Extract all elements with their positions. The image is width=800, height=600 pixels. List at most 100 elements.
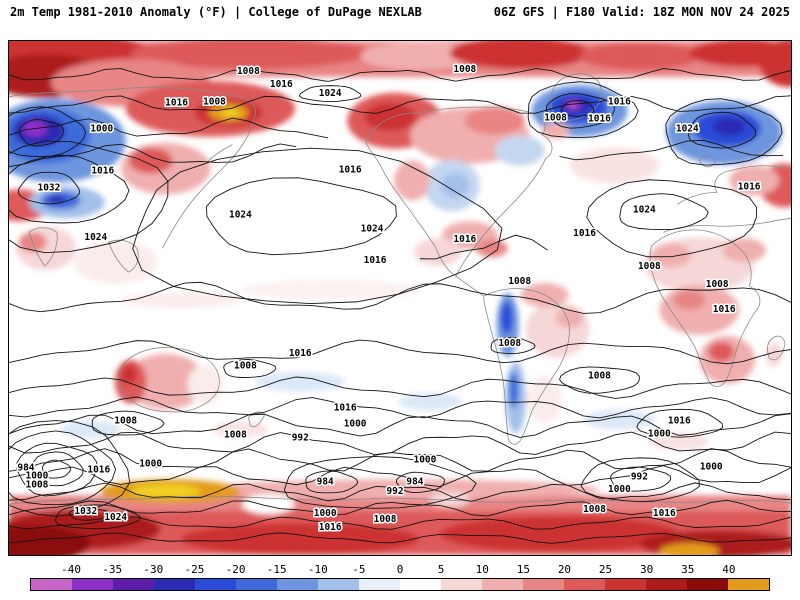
isobar-loop [560, 100, 595, 117]
coastline [247, 411, 265, 428]
isobar-loop [68, 507, 110, 521]
colorbar-segment [359, 579, 400, 590]
isobar-value-label: 1000 [139, 458, 162, 469]
coastline [206, 144, 233, 163]
isobar-loop [283, 456, 477, 509]
isobar-line [9, 431, 791, 456]
colorbar-segment [154, 579, 195, 590]
anomaly-patch [9, 526, 91, 555]
anomaly-patch [240, 280, 420, 300]
isobar-loop [206, 177, 397, 256]
isobar-loop [54, 504, 141, 530]
anomaly-patch [439, 516, 680, 553]
anomaly-patch [464, 106, 525, 135]
isobar-value-label: 984 [317, 476, 334, 487]
colorbar-tick-label: 25 [598, 563, 613, 576]
isobar-loop [223, 359, 277, 378]
isobar-value-label: 1024 [633, 204, 656, 215]
colorbar-tick-label: -20 [225, 563, 246, 576]
anomaly-patch [569, 147, 660, 184]
isobar-value-label: 1008 [638, 261, 661, 272]
colorbar-segment [72, 579, 113, 590]
isobar-loop [29, 451, 84, 487]
isobar-line [9, 516, 791, 530]
anomaly-patch [398, 392, 462, 411]
coastline [9, 495, 791, 505]
anomaly-patch [708, 341, 735, 362]
isobar-value-label: 1000 [414, 454, 437, 465]
colorbar-segment [523, 579, 564, 590]
colorbar-tick-label: 20 [557, 563, 572, 576]
anomaly-patch [47, 195, 66, 204]
colorbar-segment [195, 579, 236, 590]
colorbar-strip [30, 578, 770, 591]
isobar-value-label: 1008 [583, 504, 606, 515]
isobar-line [9, 413, 791, 438]
isobar-value-label: 1016 [608, 97, 631, 108]
colorbar-segment [277, 579, 318, 590]
isobar-loop [132, 147, 503, 305]
isobar-line [559, 139, 784, 161]
isobar-loop [19, 119, 64, 147]
anomaly-patch [659, 543, 720, 555]
isobar-line [9, 68, 791, 82]
colorbar-tick-label: -30 [143, 563, 164, 576]
anomaly-patch [73, 240, 158, 285]
colorbar-tick-label: 15 [516, 563, 530, 576]
anomaly-shading-layer [9, 41, 791, 555]
isobar-value-label: 1008 [224, 429, 247, 440]
isobar-line [9, 465, 791, 488]
coastline [698, 155, 716, 168]
isobar-value-label: 1000 [700, 461, 723, 472]
isobar-loop [586, 179, 757, 258]
isobar-value-label: 984 [17, 462, 34, 473]
isobar-value-label: 992 [386, 486, 403, 497]
isobar-value-label: 1016 [738, 181, 761, 192]
isobar-loop [527, 81, 639, 138]
coastline [117, 347, 220, 413]
colorbar-segment [441, 579, 482, 590]
anomaly-patch [713, 117, 746, 136]
world-temperature-anomaly-map: 1008 1016 1024 1008 1016 1008 1016 1008 1000 1016… [9, 41, 791, 555]
isobar-value-label: 1016 [165, 98, 188, 109]
coastline [663, 217, 791, 233]
isobar-value-label: 1032 [38, 182, 61, 193]
isobar-value-label: 1008 [203, 97, 226, 108]
isobar-loop [42, 459, 72, 479]
isobar-line [9, 448, 791, 472]
anomaly-patch [364, 102, 416, 131]
isobar-line [9, 396, 791, 419]
isobar-loop [9, 106, 87, 157]
coastline [649, 229, 761, 387]
colorbar-tick-label: -25 [184, 563, 205, 576]
colorbar-segment [318, 579, 359, 590]
coastline [365, 106, 553, 277]
colorbar-tick-labels: -40 -35 -30 -25 -20 -15 -10 -5 0 5 10 15 20 25 30 35 40 [30, 563, 770, 576]
anomaly-patch [255, 371, 346, 392]
isobar-line [419, 234, 548, 260]
colorbar-segment [236, 579, 277, 590]
anomaly-patch [475, 239, 508, 258]
isobar-value-label: 1000 [26, 470, 49, 481]
isobar-loop [298, 85, 362, 103]
isobar-value-label: 1000 [314, 508, 337, 519]
isobar-value-label: 992 [631, 471, 648, 482]
anomaly-patch [120, 292, 241, 308]
anomaly-patch [568, 102, 577, 108]
anomaly-patch [722, 238, 767, 263]
anomaly-patch [394, 160, 430, 201]
isobar-value-label: 1016 [319, 522, 342, 533]
isobar-loop [545, 93, 615, 129]
isobar-value-label: 1016 [334, 403, 357, 414]
isobar-value-label: 1016 [289, 348, 312, 359]
coastline [9, 86, 256, 117]
colorbar-tick-label: 10 [475, 563, 489, 576]
colorbar-segment [646, 579, 687, 590]
coastline-layer [9, 73, 791, 505]
isobar-value-label: 1008 [114, 416, 137, 427]
colorbar-segment [31, 579, 72, 590]
isobar-value-label: 1016 [588, 114, 611, 125]
coastline [455, 275, 485, 297]
isobar-line [9, 339, 791, 365]
isobar-value-label: 1016 [91, 165, 114, 176]
